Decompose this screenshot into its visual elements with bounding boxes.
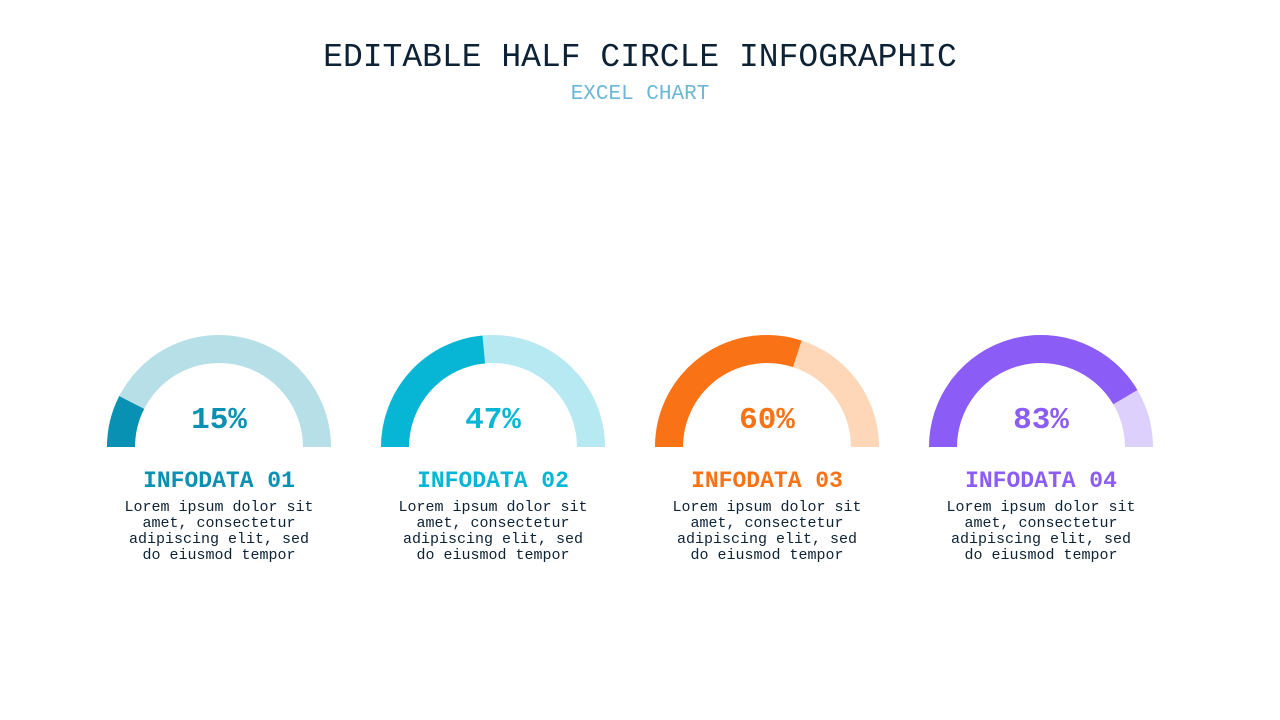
gauge-description-3: Lorem ipsum dolor sit amet, consectetur … [672,499,862,564]
gauge-value-arc-4 [929,335,1138,448]
half-circle-gauge-3: 60% [655,335,879,448]
gauge-percent-label-2: 47% [465,403,521,438]
gauge-card-1: 15% INFODATA 01 Lorem ipsum dolor sit am… [99,334,339,564]
gauge-name-2: INFODATA 02 [417,468,569,494]
gauge-value-arc-3 [655,335,802,448]
gauge-card-2: 47% INFODATA 02 Lorem ipsum dolor sit am… [373,334,613,564]
page-title: EDITABLE HALF CIRCLE INFOGRAPHIC [323,39,957,76]
gauge-description-2: Lorem ipsum dolor sit amet, consectetur … [398,499,588,564]
gauge-value-arc-2 [381,335,486,448]
gauge-name-4: INFODATA 04 [965,468,1117,494]
gauge-percent-label-4: 83% [1013,403,1069,438]
half-circle-gauge-2: 47% [381,335,605,448]
gauge-row: 15% INFODATA 01 Lorem ipsum dolor sit am… [0,334,1280,594]
gauge-description-4: Lorem ipsum dolor sit amet, consectetur … [946,499,1136,564]
gauge-card-4: 83% INFODATA 04 Lorem ipsum dolor sit am… [921,334,1161,564]
half-circle-gauge-4: 83% [929,335,1153,448]
gauge-percent-label-3: 60% [739,403,795,438]
gauge-description-1: Lorem ipsum dolor sit amet, consectetur … [124,499,314,564]
gauge-name-1: INFODATA 01 [143,468,295,494]
gauge-card-3: 60% INFODATA 03 Lorem ipsum dolor sit am… [647,334,887,564]
gauge-value-arc-1 [107,396,145,448]
header: EDITABLE HALF CIRCLE INFOGRAPHIC EXCEL C… [0,38,1280,108]
half-circle-gauge-1: 15% [107,335,331,448]
gauge-percent-label-1: 15% [191,403,247,438]
page-subtitle: EXCEL CHART [570,83,710,106]
gauge-name-3: INFODATA 03 [691,468,843,494]
